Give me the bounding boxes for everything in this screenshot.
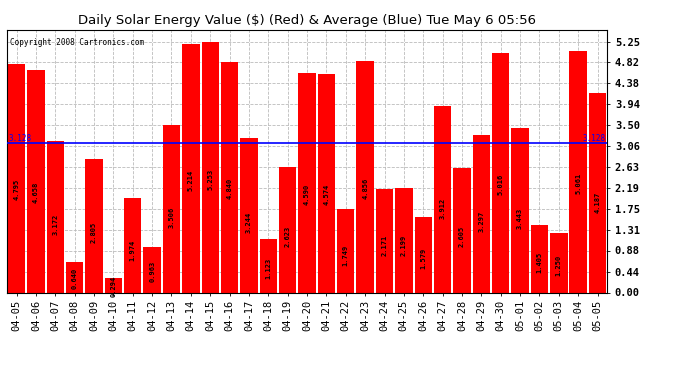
Bar <box>453 168 471 292</box>
Bar <box>8 64 26 292</box>
Bar <box>395 188 413 292</box>
Bar <box>86 159 103 292</box>
Bar <box>163 125 180 292</box>
Bar <box>589 93 607 292</box>
Text: 2.605: 2.605 <box>459 226 465 247</box>
Text: 5.253: 5.253 <box>207 169 213 190</box>
Bar <box>434 106 451 292</box>
Bar <box>298 74 316 292</box>
Text: 1.405: 1.405 <box>536 252 542 273</box>
Bar <box>550 233 567 292</box>
Bar <box>259 239 277 292</box>
Text: 3.128: 3.128 <box>583 134 606 143</box>
Bar <box>279 167 297 292</box>
Bar <box>492 53 509 292</box>
Text: 1.749: 1.749 <box>343 244 348 266</box>
Bar <box>124 198 141 292</box>
Text: 4.187: 4.187 <box>595 192 600 213</box>
Text: 1.250: 1.250 <box>555 255 562 276</box>
Bar <box>569 51 587 292</box>
Text: 3.244: 3.244 <box>246 212 252 234</box>
Bar <box>376 189 393 292</box>
Text: 4.658: 4.658 <box>33 182 39 203</box>
Bar <box>221 62 238 292</box>
Text: 3.128: 3.128 <box>8 134 31 143</box>
Bar <box>27 70 45 292</box>
Text: 1.974: 1.974 <box>130 240 136 261</box>
Bar <box>66 262 83 292</box>
Bar <box>531 225 548 292</box>
Text: 4.856: 4.856 <box>362 178 368 199</box>
Text: 3.297: 3.297 <box>478 211 484 232</box>
Text: 2.805: 2.805 <box>91 222 97 243</box>
Text: 3.172: 3.172 <box>52 214 59 235</box>
Bar <box>357 61 374 292</box>
Bar <box>47 141 64 292</box>
Text: 3.443: 3.443 <box>517 208 523 229</box>
Bar <box>201 42 219 292</box>
Text: 5.214: 5.214 <box>188 170 194 191</box>
Text: 3.506: 3.506 <box>168 207 175 228</box>
Text: 2.623: 2.623 <box>285 225 290 247</box>
Text: 1.123: 1.123 <box>266 258 271 279</box>
Text: 0.640: 0.640 <box>72 268 78 290</box>
Text: 0.963: 0.963 <box>149 261 155 282</box>
Bar <box>105 279 122 292</box>
Text: 4.574: 4.574 <box>324 184 329 205</box>
Text: 2.171: 2.171 <box>382 235 388 256</box>
Text: 4.840: 4.840 <box>226 178 233 199</box>
Text: 0.294: 0.294 <box>110 276 117 297</box>
Text: Copyright 2008 Cartronics.com: Copyright 2008 Cartronics.com <box>10 38 144 47</box>
Text: 4.795: 4.795 <box>14 179 19 200</box>
Bar <box>240 138 257 292</box>
Bar <box>511 128 529 292</box>
Bar <box>144 246 161 292</box>
Text: 5.061: 5.061 <box>575 173 581 194</box>
Text: 3.912: 3.912 <box>440 198 446 219</box>
Title: Daily Solar Energy Value ($) (Red) & Average (Blue) Tue May 6 05:56: Daily Solar Energy Value ($) (Red) & Ave… <box>78 15 536 27</box>
Bar <box>415 217 432 292</box>
Text: 5.016: 5.016 <box>497 174 504 195</box>
Text: 1.579: 1.579 <box>420 248 426 269</box>
Bar <box>337 209 355 292</box>
Text: 4.590: 4.590 <box>304 183 310 204</box>
Bar <box>182 44 199 292</box>
Text: 2.199: 2.199 <box>401 235 407 256</box>
Bar <box>317 74 335 292</box>
Bar <box>473 135 490 292</box>
